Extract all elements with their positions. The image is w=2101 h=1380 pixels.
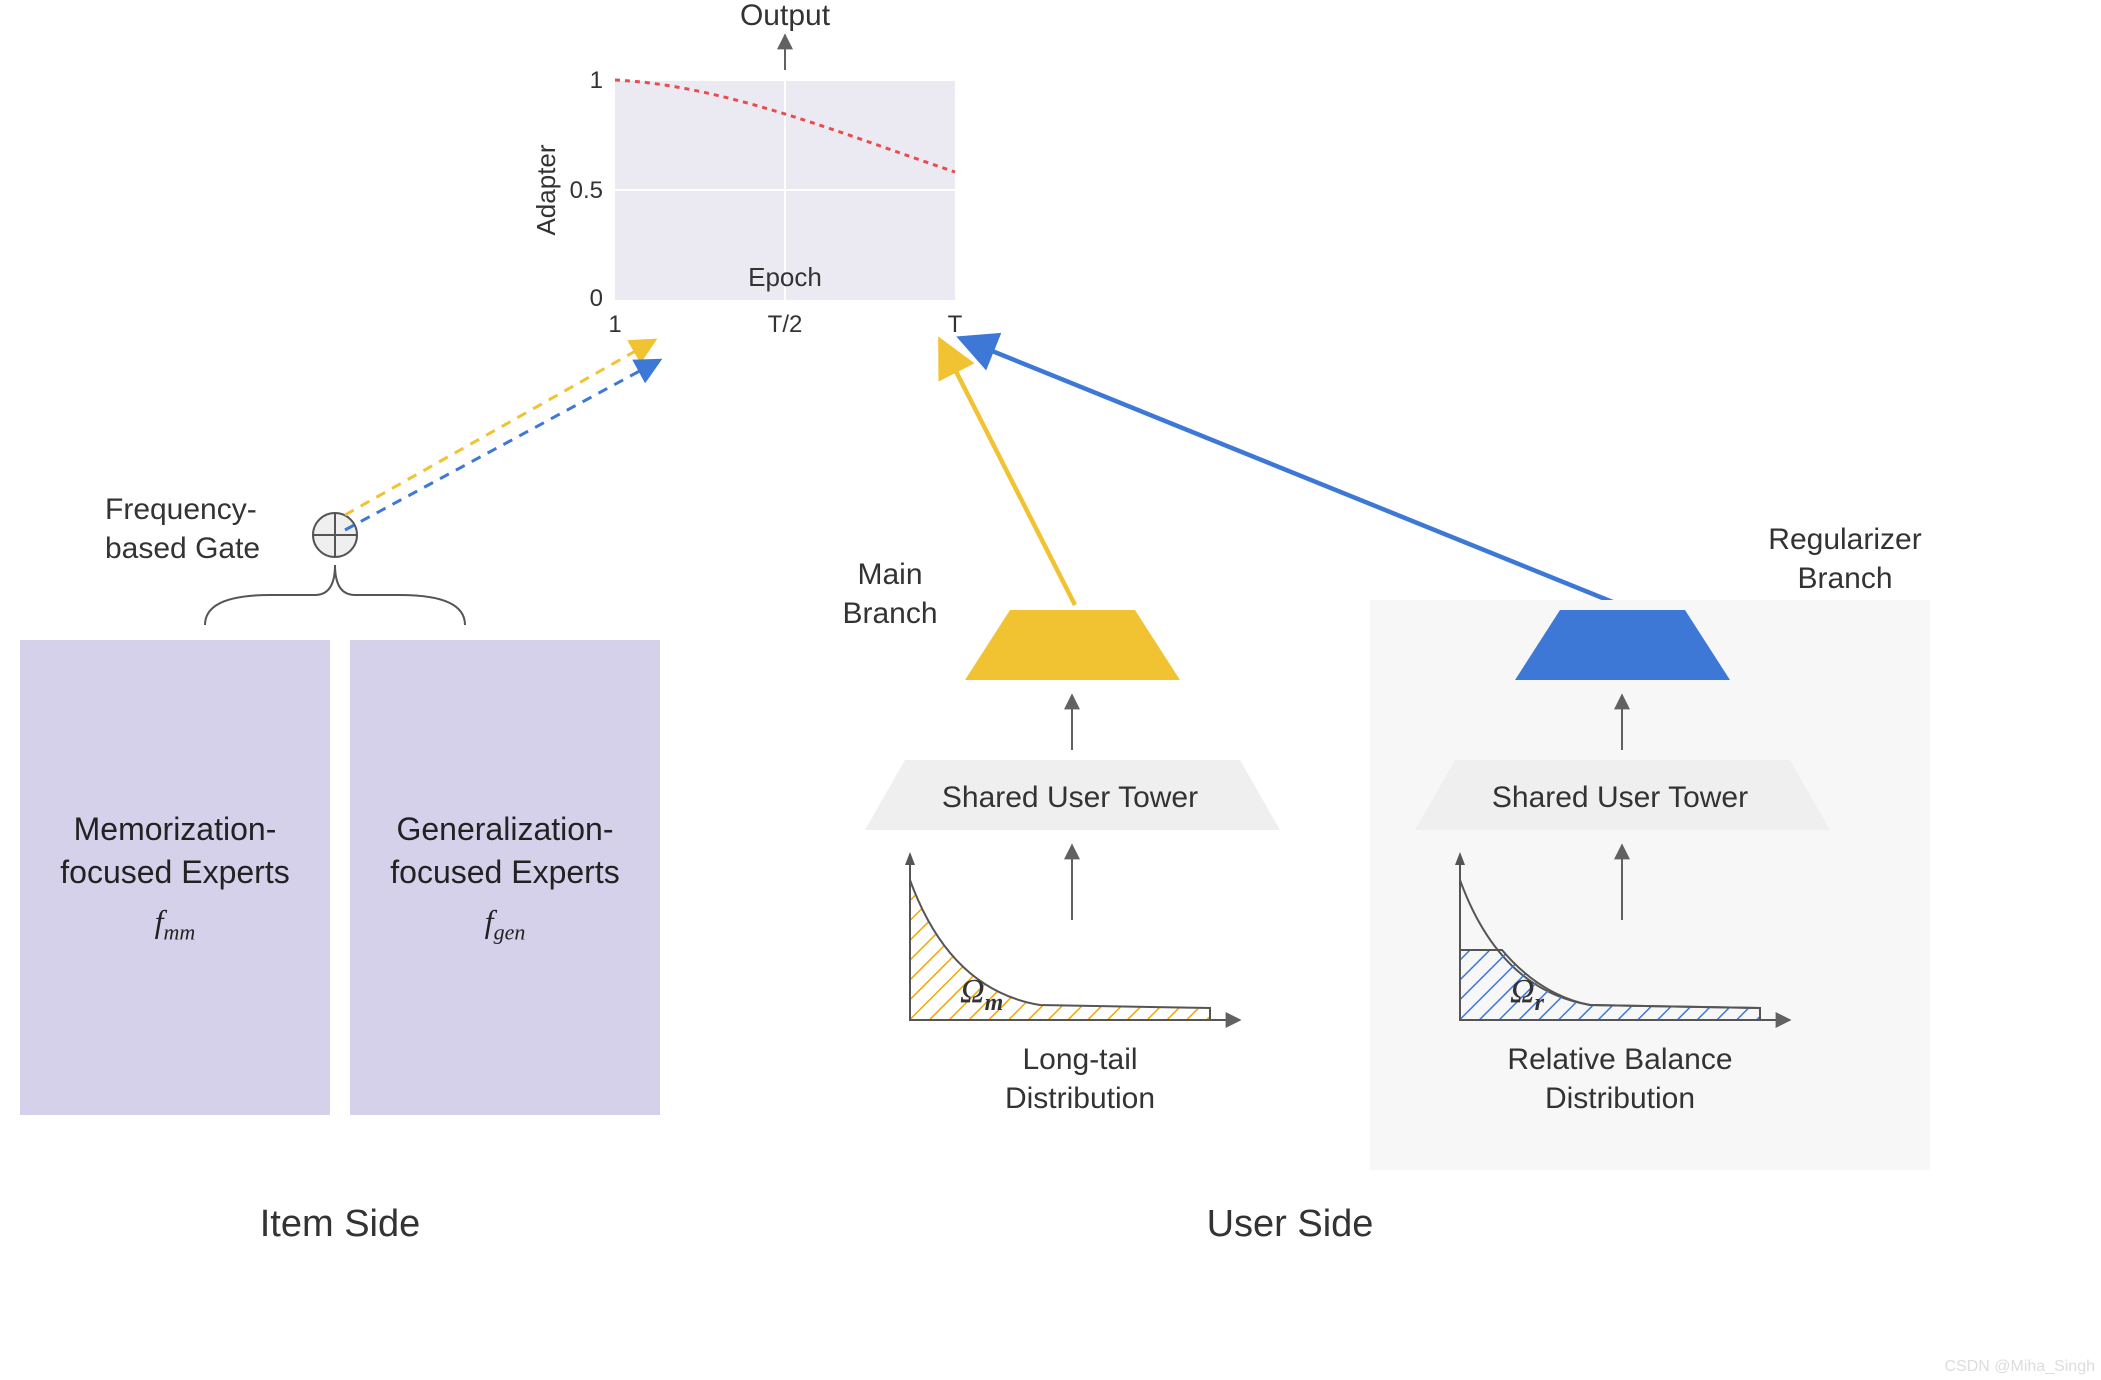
expert-gen-symbol: fgen [485,900,526,947]
reg-tower-label: Shared User Tower [1430,778,1810,817]
expert-memorization: Memorization- focused Experts fmm [20,640,330,1115]
expert-generalization: Generalization- focused Experts fgen [350,640,660,1115]
svg-text:0: 0 [590,285,603,312]
watermark: CSDN @Miha_Singh [1944,1358,2095,1376]
reg-dist-caption: Relative Balance Distribution [1420,1040,1820,1118]
expert-mem-title: Memorization- focused Experts [60,808,289,894]
arrow-blue-dashed [345,360,660,530]
arrow-yellow-dashed [345,340,655,515]
user-side-label: User Side [1180,1200,1400,1249]
main-trapezoid [965,610,1180,680]
svg-text:T/2: T/2 [768,311,803,338]
arrow-blue-solid [960,338,1620,605]
svg-text:1: 1 [608,311,621,338]
omega-m: Ωm [960,970,1003,1019]
reg-branch-label: Regularizer Branch [1745,520,1945,598]
gate-brace [205,565,465,625]
adapter-chart: 1 0.5 0 1 T/2 T Adapter Epoch [531,67,963,338]
svg-text:Epoch: Epoch [748,262,822,292]
svg-text:Adapter: Adapter [531,144,561,235]
svg-text:0.5: 0.5 [570,177,603,204]
omega-r: Ωr [1510,970,1544,1019]
expert-gen-title: Generalization- focused Experts [390,808,619,894]
svg-text:1: 1 [590,67,603,94]
main-tower-label: Shared User Tower [880,778,1260,817]
expert-mem-symbol: fmm [155,900,196,947]
gate-label: Frequency- based Gate [105,490,295,568]
gate-oplus [313,513,357,557]
main-branch-label: Main Branch [820,555,960,633]
output-label: Output [735,0,835,35]
arrow-yellow-solid [940,340,1075,605]
svg-text:T: T [948,311,963,338]
item-side-label: Item Side [230,1200,450,1249]
main-dist-caption: Long-tail Distribution [940,1040,1220,1118]
